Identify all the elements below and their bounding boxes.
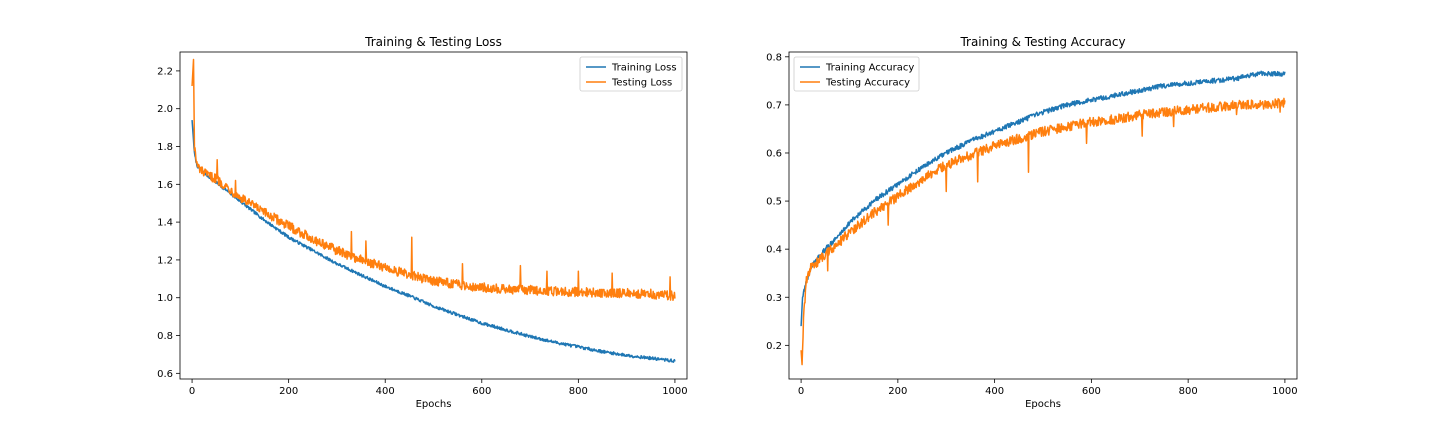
plot-frame xyxy=(179,51,688,380)
y-tick-label: 1.8 xyxy=(157,142,173,153)
chart-title: Training & Testing Accuracy xyxy=(959,35,1125,49)
y-tick-label: 1.4 xyxy=(157,218,173,229)
legend-label: Testing Accuracy xyxy=(825,78,910,89)
y-tick-label: 2.0 xyxy=(157,104,173,115)
legend-label: Training Loss xyxy=(611,63,677,74)
series-line-2 xyxy=(191,58,676,302)
y-tick-label: 1.6 xyxy=(157,180,173,191)
x-tick-label: 400 xyxy=(985,386,1004,397)
legend-label: Training Accuracy xyxy=(825,63,914,74)
y-tick-label: 0.8 xyxy=(157,331,173,342)
y-tick-label: 1.2 xyxy=(157,255,173,266)
series-line-1 xyxy=(191,119,676,363)
x-tick-label: 400 xyxy=(376,386,395,397)
x-tick-label: 1000 xyxy=(1272,386,1297,397)
y-tick-label: 0.2 xyxy=(766,341,782,352)
y-tick-label: 0.8 xyxy=(766,52,782,63)
x-tick-label: 1000 xyxy=(662,386,687,397)
x-tick-label: 200 xyxy=(279,386,298,397)
y-tick-label: 1.0 xyxy=(157,293,173,304)
x-tick-label: 800 xyxy=(1179,386,1198,397)
x-tick-label: 600 xyxy=(1082,386,1101,397)
accuracy-chart: Training & Testing Accuracy 0 200 400 600 800… xyxy=(766,35,1298,410)
y-tick-label: 0.4 xyxy=(766,245,782,256)
x-tick-label: 0 xyxy=(189,386,195,397)
legend-box xyxy=(793,56,920,92)
x-axis-label: Epochs xyxy=(416,399,452,410)
chart-title: Training & Testing Loss xyxy=(364,35,502,49)
legend-label: Testing Loss xyxy=(611,78,672,89)
y-tick-label: 2.2 xyxy=(157,66,173,77)
x-tick-label: 0 xyxy=(798,386,804,397)
y-tick-label: 0.6 xyxy=(766,148,782,159)
loss-chart: Training & Testing Loss 0 200 400 600 800 1000… xyxy=(157,35,688,410)
y-tick-label: 0.7 xyxy=(766,100,782,111)
legend: Training Accuracy Testing Accuracy xyxy=(793,56,920,92)
x-tick-label: 200 xyxy=(888,386,907,397)
y-tick-label: 0.5 xyxy=(766,197,782,208)
series-line-1 xyxy=(800,70,1286,327)
x-axis-label: Epochs xyxy=(1025,399,1061,410)
y-tick-label: 0.3 xyxy=(766,293,782,304)
y-tick-label: 0.6 xyxy=(157,369,173,380)
x-tick-label: 600 xyxy=(472,386,491,397)
plot-frame xyxy=(788,51,1298,380)
series-line-2 xyxy=(800,97,1286,366)
legend: Training Loss Testing Loss xyxy=(579,56,683,92)
x-tick-label: 800 xyxy=(569,386,588,397)
